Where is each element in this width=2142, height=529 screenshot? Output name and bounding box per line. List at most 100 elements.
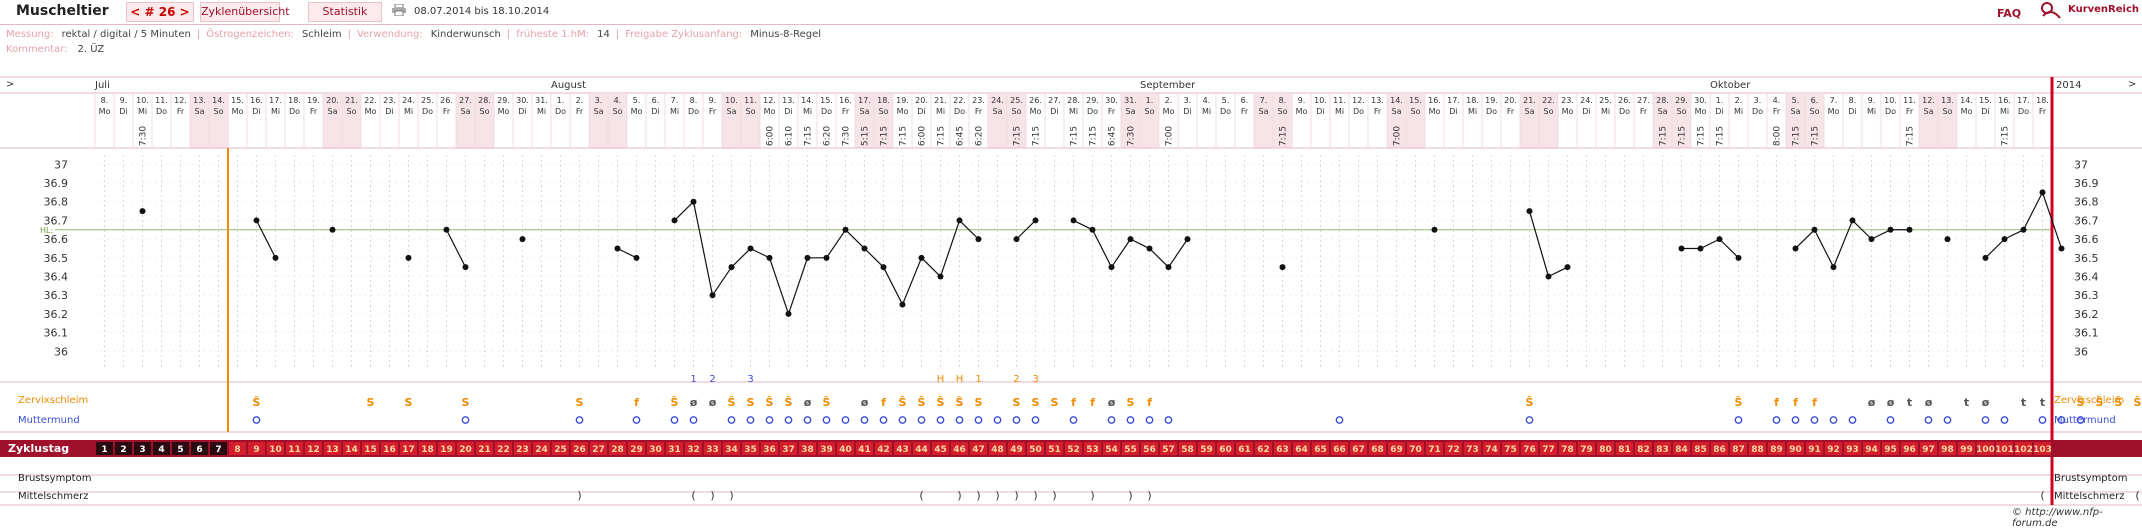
temperature-point bbox=[1792, 245, 1799, 252]
day-weekday: Do bbox=[688, 107, 699, 116]
use-value: Kinderwunsch bbox=[430, 29, 501, 40]
cycleday-number: 83 bbox=[1656, 445, 1669, 455]
cycleday-number: 11 bbox=[288, 445, 301, 455]
day-date: 11. bbox=[744, 96, 757, 105]
cycleday-number: 60 bbox=[1219, 445, 1232, 455]
cycleday-cell bbox=[1369, 442, 1386, 455]
cycleday-number: 64 bbox=[1295, 445, 1308, 455]
weekend-shade bbox=[323, 94, 342, 148]
day-weekday: Sa bbox=[993, 107, 1003, 116]
day-date: 9. bbox=[1298, 96, 1306, 105]
cycleday-number: 69 bbox=[1390, 445, 1403, 455]
measure-time: 6:10 bbox=[785, 126, 795, 146]
cycleday-cell bbox=[666, 442, 683, 455]
mucus-symbol: S bbox=[975, 396, 983, 409]
measure-time: 7:15 bbox=[1089, 126, 1099, 146]
print-icon[interactable] bbox=[392, 4, 406, 16]
row-label-pain: Mittelschmerz bbox=[18, 491, 88, 502]
day-date: 14. bbox=[1390, 96, 1403, 105]
cycleday-number: 36 bbox=[763, 445, 776, 455]
temperature-point bbox=[1564, 264, 1571, 271]
day-date: 16. bbox=[1998, 96, 2011, 105]
cycleday-number: 15 bbox=[364, 445, 377, 455]
cycleday-number: 7 bbox=[215, 445, 221, 455]
footer-credit[interactable]: © http://www.nfp-forum.de bbox=[2012, 507, 2103, 529]
day-weekday: Fr bbox=[1773, 107, 1781, 116]
temperature-point bbox=[804, 254, 811, 261]
day-weekday: So bbox=[1810, 107, 1820, 116]
brand-name[interactable]: KurvenReich bbox=[2068, 4, 2140, 15]
pain-symbol: ) bbox=[995, 489, 999, 502]
temperature-point bbox=[1545, 273, 1552, 280]
day-date: 23. bbox=[383, 96, 396, 105]
cycle-nav-button[interactable]: < # 26 > bbox=[126, 2, 194, 22]
cycleday-number: 96 bbox=[1903, 445, 1916, 455]
day-weekday: Sa bbox=[1259, 107, 1269, 116]
temperature-segment bbox=[1852, 220, 1872, 240]
mucus-symbol: S bbox=[405, 396, 413, 409]
cycleday-number: 40 bbox=[839, 445, 852, 455]
cervix-symbol bbox=[974, 416, 983, 424]
faq-link[interactable]: FAQ bbox=[1997, 7, 2022, 20]
y-tick-label: 36 bbox=[54, 345, 68, 358]
cycleday-number: 55 bbox=[1124, 445, 1137, 455]
temperature-segment bbox=[1813, 229, 1835, 268]
day-date: 19. bbox=[307, 96, 320, 105]
day-date: 16. bbox=[1428, 96, 1441, 105]
cycleday-cell bbox=[1483, 442, 1500, 455]
measure-time: 7:30 bbox=[842, 126, 852, 146]
comment-value: 2. ÜZ bbox=[77, 44, 105, 55]
cycleday-cell bbox=[571, 442, 588, 455]
measure-time: 6:45 bbox=[1108, 126, 1118, 146]
day-weekday: Fr bbox=[310, 107, 318, 116]
earliest-value: 14 bbox=[597, 29, 610, 40]
month-label: Oktober bbox=[1710, 80, 1751, 91]
cycleday-cell bbox=[1692, 442, 1709, 455]
cervix-symbol bbox=[746, 416, 755, 424]
mucus-symbol: f bbox=[1774, 396, 1779, 409]
day-weekday: Di bbox=[1715, 107, 1723, 116]
mucus-symbol: Ŝ bbox=[2115, 396, 2123, 409]
mucus-symbol: Ŝ bbox=[253, 396, 261, 409]
cycleday-number: 41 bbox=[858, 445, 871, 455]
temperature-point bbox=[1849, 217, 1856, 224]
cycleday-cell bbox=[1445, 442, 1462, 455]
cycleday-cell bbox=[1787, 442, 1804, 455]
measure-time: 6:45 bbox=[956, 126, 966, 146]
day-weekday: Sa bbox=[1392, 107, 1402, 116]
day-date: 29. bbox=[497, 96, 510, 105]
weekend-shade bbox=[209, 94, 228, 148]
cycleday-cell bbox=[533, 442, 550, 455]
day-weekday: Di bbox=[1050, 107, 1058, 116]
temperature-segment bbox=[1073, 219, 1093, 231]
measure-time: 7:15 bbox=[1013, 126, 1023, 146]
cycleday-cell bbox=[1521, 442, 1538, 455]
measure-time: 7:15 bbox=[880, 126, 890, 146]
day-weekday: Di bbox=[1582, 107, 1590, 116]
cycleday-cell bbox=[894, 442, 911, 455]
pain-symbol: ) bbox=[976, 489, 980, 502]
cycleday-cell bbox=[1293, 442, 1310, 455]
mucus-symbol: f bbox=[634, 396, 639, 409]
cervix-symbol bbox=[670, 416, 679, 424]
day-date: 20. bbox=[915, 96, 928, 105]
day-weekday: Fr bbox=[1241, 107, 1249, 116]
cycleday-number: 25 bbox=[554, 445, 567, 455]
tab-cycle-overview[interactable]: Zyklenübersicht bbox=[200, 2, 290, 22]
temperature-point bbox=[1127, 236, 1134, 243]
mucus-symbol: Ŝ bbox=[956, 396, 964, 409]
mucus-symbol: Ŝ bbox=[823, 396, 831, 409]
cervix-symbol bbox=[2000, 416, 2009, 424]
day-date: 9. bbox=[709, 96, 717, 105]
cycleday-cell bbox=[1863, 442, 1880, 455]
temperature-segment bbox=[901, 257, 923, 305]
temperature-point bbox=[1431, 226, 1438, 233]
day-date: 14. bbox=[801, 96, 814, 105]
cycleday-number: 59 bbox=[1200, 445, 1213, 455]
day-date: 11. bbox=[1333, 96, 1346, 105]
cycleday-cell bbox=[647, 442, 664, 455]
cervix-symbol bbox=[765, 416, 774, 424]
cycleday-number: 31 bbox=[668, 445, 681, 455]
tab-statistics[interactable]: Statistik bbox=[308, 2, 382, 22]
weekend-shade bbox=[722, 94, 741, 148]
